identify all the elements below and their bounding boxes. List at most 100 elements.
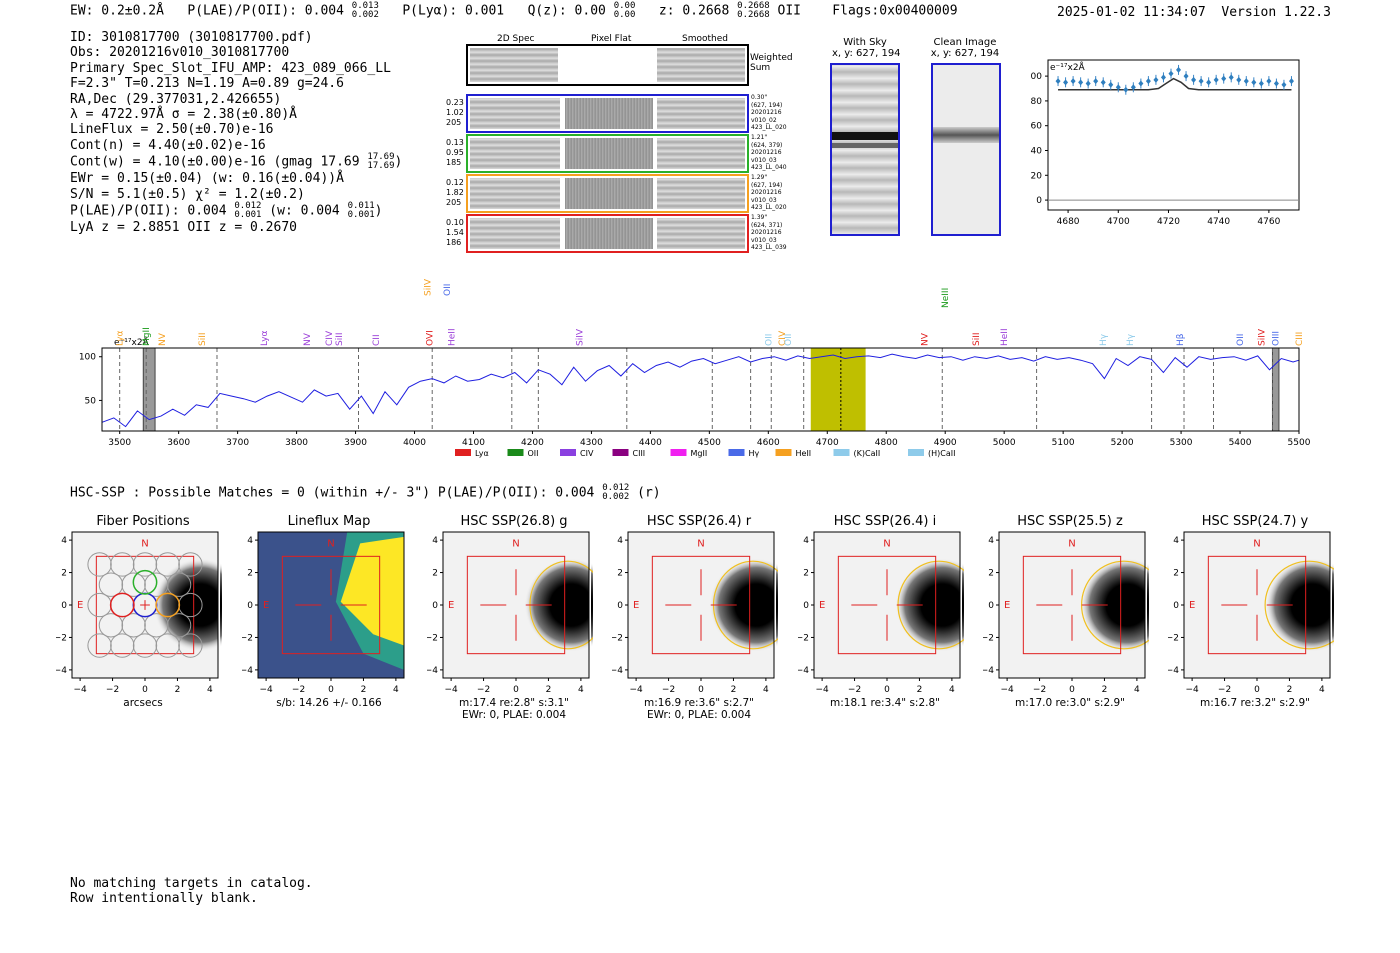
zoom-data-point xyxy=(1130,84,1136,91)
spectrum-xtick-label: 4900 xyxy=(934,438,957,448)
spectrum-xtick-label: 4300 xyxy=(580,438,603,448)
aperture-box xyxy=(95,555,195,655)
cutout-xtick-label: −2 xyxy=(1033,685,1046,695)
fiber-value: 205 xyxy=(446,198,462,207)
cutout-caption: arcsecs xyxy=(70,697,216,709)
cutout-ytick-label: 2 xyxy=(617,569,623,579)
cutout-caption-line: s/b: 14.26 +/- 0.166 xyxy=(276,697,382,709)
spectral-line-label: CIV xyxy=(778,330,788,346)
cutout-ytick-label: −4 xyxy=(612,666,623,676)
zoom-data-point xyxy=(1258,80,1264,87)
spectral-line-label: Lyα xyxy=(260,330,270,346)
zoom-data-point xyxy=(1085,80,1091,87)
legend-label: CIII xyxy=(633,449,646,458)
cutout-xtick-label: 2 xyxy=(175,685,181,695)
fiber-circle xyxy=(110,633,135,658)
legend-label: Hγ xyxy=(749,449,760,458)
zoom-data-point xyxy=(1168,70,1174,77)
cutout-caption: m:16.9 re:3.6" s:2.7" EWr: 0, PLAE: 0.004 xyxy=(626,697,772,721)
cutout-xtick-label: 2 xyxy=(1102,685,1108,695)
zoom-data-point xyxy=(1288,78,1294,85)
plya-value: P(Lyα): 0.001 xyxy=(402,3,505,19)
fiber-meta-line: 20201216 xyxy=(751,189,782,197)
north-label: N xyxy=(141,539,148,550)
zoom-ytick-label: 40 xyxy=(1031,146,1043,156)
legend-label: MgII xyxy=(691,449,708,458)
fiber-meta-line: v010_03 xyxy=(751,236,777,244)
fiber-circle-red xyxy=(109,592,135,618)
z-value: z: 0.2668 xyxy=(658,3,730,19)
info-obs: Obs: 20201216v010_3010817700 xyxy=(70,45,290,61)
cutout-xtick-label: −4 xyxy=(815,685,829,695)
spectrum-xtick-label: 4400 xyxy=(639,438,662,448)
info-fit: F=2.3" T=0.213 N=1.19 A=0.89 g=24.6 xyxy=(70,76,344,92)
cutout-title: HSC SSP(26.4) i xyxy=(833,514,937,529)
aperture-box xyxy=(837,555,937,655)
info-lineflux: LineFlux = 2.50(±0.70)e-16 xyxy=(70,122,274,138)
aperture-box xyxy=(651,555,751,655)
spectral-line-label: NV xyxy=(158,332,168,346)
fiber-circle-orange xyxy=(155,592,181,618)
cutout-ytick-label: 4 xyxy=(247,536,253,546)
zoom-data-point xyxy=(1251,79,1257,86)
cutout-image-6: N E 4 2 0 −2 −4 −4 −2 0 2 4 xyxy=(983,531,1149,695)
source-ellipse xyxy=(1080,560,1149,650)
legend-swatch xyxy=(833,449,850,456)
zoom-ytick-label: 80 xyxy=(1031,97,1043,107)
with-sky-image xyxy=(830,63,900,236)
cutout-ytick-label: 0 xyxy=(988,601,994,611)
spectrum-xtick-label: 3700 xyxy=(226,438,249,448)
bright-source xyxy=(895,558,964,652)
cutout-xtick-label: 4 xyxy=(207,685,213,695)
fiber-circle xyxy=(144,613,169,638)
col-smoothed: Smoothed xyxy=(682,34,728,44)
cutout-xtick-label: 4 xyxy=(1319,685,1325,695)
cutout-image-2: N E 4 2 0 −2 −4 −4 −2 0 2 4 xyxy=(242,531,405,695)
fiber-circle xyxy=(110,552,135,577)
zoom-data-point xyxy=(1100,79,1106,86)
north-label: N xyxy=(1068,539,1075,550)
cutout-xtick-label: 4 xyxy=(949,685,955,695)
cutout-ytick-label: 4 xyxy=(1173,536,1179,546)
cutout-caption: m:18.1 re:3.4" s:2.8" xyxy=(812,697,958,709)
fiber-value: 0.13 xyxy=(446,138,464,147)
fiber-values-2: 0.13 0.95 185 xyxy=(446,138,464,168)
lineflux-peak xyxy=(340,536,404,646)
fiber-circle xyxy=(178,552,203,577)
fiber-meta-line: 1.21" xyxy=(751,134,768,141)
cutout-caption-line: arcsecs xyxy=(123,697,163,709)
weighted-sum-label: Weighted Sum xyxy=(750,53,793,73)
cutout-ytick-label: −2 xyxy=(56,633,67,643)
spectrum-xtick-label: 5000 xyxy=(993,438,1016,448)
detection-info: ID: 3010817700 (3010817700.pdf) Obs: 202… xyxy=(70,30,402,235)
fiber-meta-line: 423_LL_039 xyxy=(751,244,787,252)
spectral-line-label: Hγ xyxy=(1099,333,1109,346)
legend-swatch xyxy=(728,449,745,456)
aperture-box xyxy=(1022,555,1122,655)
spectral-line-label: OVI xyxy=(425,330,435,346)
cutout-ytick-label: 2 xyxy=(432,569,438,579)
zoom-data-point xyxy=(1243,78,1249,85)
fiber-circle xyxy=(166,613,192,638)
cutout-xtick-label: 4 xyxy=(763,685,769,695)
bright-source xyxy=(153,558,222,652)
cutout-xtick-label: −4 xyxy=(629,685,643,695)
spectrum-ytick-label: 100 xyxy=(79,353,96,363)
fiber-meta-line: (627, 194) xyxy=(751,181,783,189)
east-label: E xyxy=(819,600,825,611)
fiber-strip-3 xyxy=(466,174,749,213)
cutout-image-5: N E 4 2 0 −2 −4 −4 −2 0 2 4 xyxy=(798,531,964,695)
cutout-image-3: N E 4 2 0 −2 −4 −4 −2 0 2 4 xyxy=(427,531,593,695)
with-sky-xy: x, y: 627, 194 xyxy=(832,48,901,59)
cutout-ytick-label: −2 xyxy=(1168,633,1179,643)
fiber-strip-1 xyxy=(466,94,749,133)
cutout-ytick-label: 4 xyxy=(988,536,994,546)
east-label: E xyxy=(448,600,454,611)
aperture-box xyxy=(466,555,566,655)
fiber-value: 205 xyxy=(446,118,462,127)
cutout-ytick-label: −2 xyxy=(983,633,994,643)
cutout-ytick-label: 4 xyxy=(432,536,438,546)
spectral-line-label: OIII xyxy=(1271,331,1281,346)
zoom-data-point xyxy=(1176,66,1182,73)
cutout-ytick-label: 4 xyxy=(617,536,623,546)
